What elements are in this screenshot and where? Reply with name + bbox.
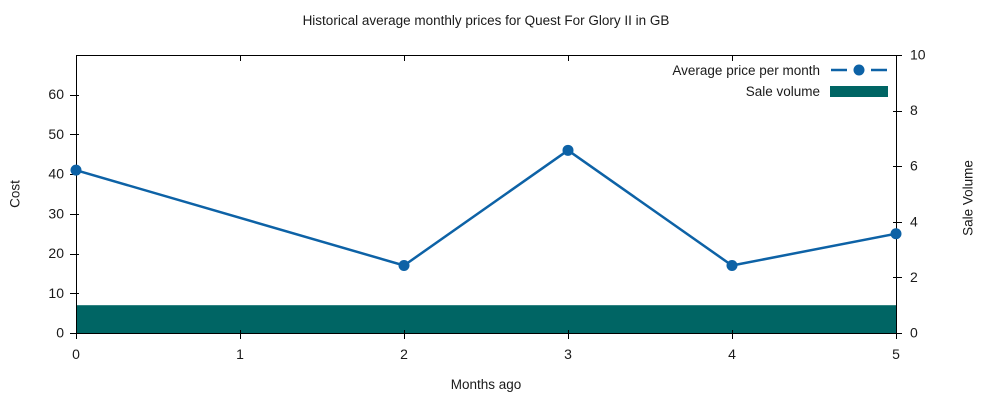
y-left-tick-label: 60: [48, 86, 64, 102]
x-axis-label: Months ago: [450, 377, 522, 392]
y-right-tick-label: 8: [910, 102, 918, 118]
y-left-tick-label: 10: [48, 285, 64, 301]
sale-volume-bar: [76, 305, 158, 333]
y-left-tick-label: 50: [48, 126, 64, 142]
bar-swatch-icon: [830, 84, 888, 98]
x-tick-label: 2: [400, 346, 408, 362]
sale-volume-bar: [814, 305, 896, 333]
chart-title: Historical average monthly prices for Qu…: [302, 13, 670, 28]
x-tick-label: 5: [892, 346, 900, 362]
y-right-tick-label: 0: [910, 325, 918, 341]
price-point-marker: [562, 144, 574, 156]
y-left-tick-label: 30: [48, 205, 64, 221]
legend-label-volume: Sale volume: [745, 83, 820, 99]
y-right-tick-label: 4: [910, 213, 918, 229]
sale-volume-bar: [486, 305, 650, 333]
legend-line-sample-svg: [831, 64, 887, 76]
legend-bar-swatch: [830, 85, 888, 97]
x-tick-label: 1: [236, 346, 244, 362]
price-point-marker: [70, 164, 82, 176]
y-left-tick-label: 20: [48, 245, 64, 261]
legend: Average price per month Sale volume: [672, 60, 888, 101]
left-axis-label: Cost: [7, 180, 23, 208]
x-tick-label: 4: [728, 346, 736, 362]
dashed-line-marker-icon: [830, 63, 888, 77]
legend-row-volume: Sale volume: [672, 81, 888, 101]
plot-frame: [76, 55, 897, 334]
y-right-tick-label: 2: [910, 269, 918, 285]
y-right-tick-label: 10: [910, 47, 926, 63]
legend-row-price: Average price per month: [672, 60, 888, 80]
y-left-tick-label: 0: [56, 325, 64, 341]
price-point-marker: [398, 259, 410, 271]
right-axis-label: Sale Volume: [960, 160, 976, 236]
price-line: [75, 148, 897, 267]
sale-volume-bar: [158, 305, 322, 333]
legend-label-price: Average price per month: [672, 62, 820, 78]
price-point-marker: [890, 228, 902, 240]
price-point-marker: [726, 259, 738, 271]
y-right-tick-label: 6: [910, 158, 918, 174]
x-tick-label: 3: [564, 346, 572, 362]
sale-volume-bar: [322, 305, 486, 333]
x-tick-label: 0: [72, 346, 80, 362]
y-left-tick-label: 40: [48, 166, 64, 182]
sale-volume-bar: [650, 305, 814, 333]
